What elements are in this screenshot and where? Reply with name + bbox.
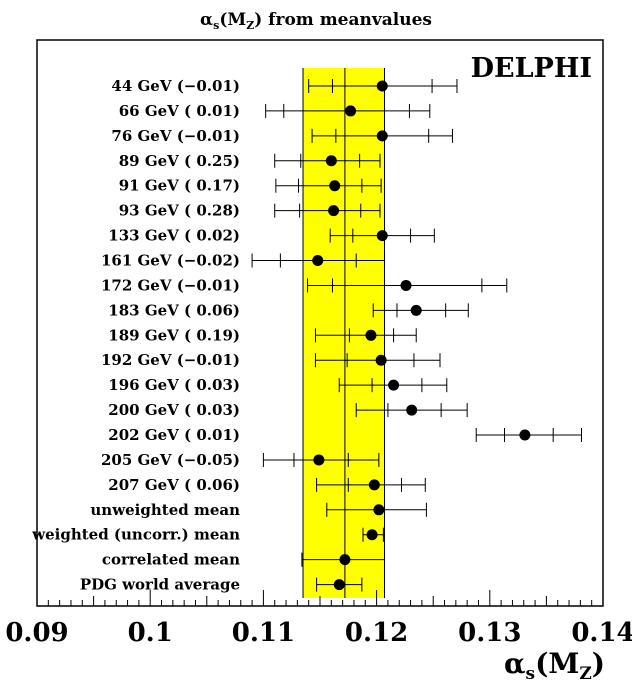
row-label: 172 GeV (−0.01)	[101, 276, 240, 294]
row-label: 200 GeV ( 0.03)	[108, 401, 240, 419]
title-mz-open: (M	[219, 10, 246, 30]
row-label: 133 GeV ( 0.02)	[108, 227, 240, 245]
data-point	[368, 479, 380, 491]
data-point	[410, 304, 422, 316]
delphi-watermark: DELPHI	[471, 53, 592, 84]
data-point	[406, 404, 418, 416]
row-label: 202 GeV ( 0.01)	[108, 426, 240, 444]
title-sub-s: s	[213, 19, 219, 32]
data-point	[325, 155, 337, 167]
data-point	[376, 130, 388, 142]
row-labels: 44 GeV (−0.01) 66 GeV ( 0.01) 76 GeV (−0.0…	[31, 77, 240, 594]
title-sub-z: Z	[246, 19, 254, 32]
data-point	[328, 205, 340, 217]
row-label: correlated mean	[102, 551, 240, 569]
row-label: 89 GeV ( 0.25)	[119, 152, 240, 170]
row-label: 196 GeV ( 0.03)	[108, 376, 240, 394]
row-label: unweighted mean	[90, 501, 240, 519]
data-point	[375, 354, 387, 366]
x-tick-label: 0.09	[5, 618, 68, 648]
x-axis-label: αs(MZ)	[504, 647, 605, 684]
data-point	[519, 429, 531, 441]
row-label: weighted (uncorr.) mean	[31, 526, 240, 544]
x-tick-label: 0.13	[458, 618, 521, 648]
row-label: 44 GeV (−0.01)	[111, 77, 240, 95]
row-label: PDG world average	[80, 576, 240, 594]
data-point	[333, 579, 345, 591]
row-label: 93 GeV ( 0.28)	[119, 202, 240, 220]
data-point	[329, 180, 341, 192]
data-point	[400, 279, 412, 291]
row-label: 189 GeV ( 0.19)	[108, 326, 240, 344]
data-marks	[251, 79, 582, 592]
row-label: 205 GeV (−0.05)	[101, 451, 240, 469]
row-label: 66 GeV ( 0.01)	[119, 102, 240, 120]
data-point	[376, 80, 388, 92]
data-point	[373, 504, 385, 516]
data-point	[339, 554, 351, 566]
row-label: 183 GeV ( 0.06)	[108, 301, 240, 319]
x-tick-label: 0.14	[571, 618, 632, 648]
x-axis: 0.09 0.1 0.11 0.12 0.13 0.14	[5, 590, 632, 648]
data-point	[366, 529, 378, 541]
data-point	[312, 255, 324, 267]
data-point	[365, 329, 377, 341]
xlabel-mz-open: (M	[535, 647, 579, 680]
chart-title: αs(MZ) from meanvalues	[200, 10, 432, 32]
data-point	[376, 230, 388, 242]
row-label: 207 GeV ( 0.06)	[108, 476, 240, 494]
xlabel-close: )	[592, 647, 605, 680]
row-label: 161 GeV (−0.02)	[101, 252, 240, 270]
x-tick-label: 0.12	[345, 618, 408, 648]
title-alpha: α	[200, 10, 213, 30]
title-rest: ) from meanvalues	[254, 10, 432, 30]
row-label: 76 GeV (−0.01)	[111, 127, 240, 145]
data-point	[388, 379, 400, 391]
xlabel-alpha: α	[504, 647, 526, 680]
data-point	[345, 105, 357, 117]
row-label: 91 GeV ( 0.17)	[119, 177, 240, 195]
row-label: 192 GeV (−0.01)	[101, 351, 240, 369]
xlabel-sub-z: Z	[579, 664, 591, 684]
x-tick-label: 0.1	[128, 618, 173, 648]
data-point	[313, 454, 325, 466]
xlabel-sub-s: s	[526, 664, 536, 684]
x-tick-label: 0.11	[232, 618, 295, 648]
